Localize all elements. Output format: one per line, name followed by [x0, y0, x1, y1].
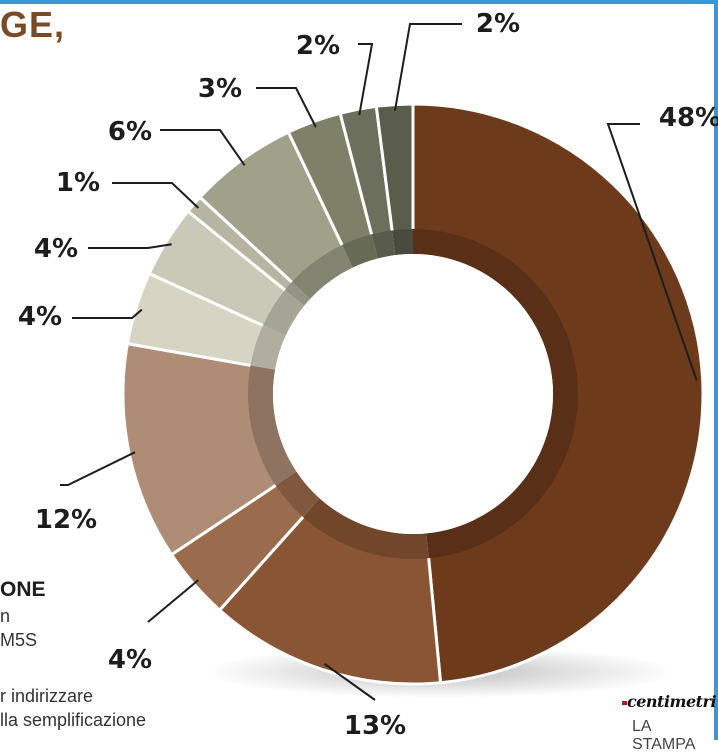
slice-label-4: 12% — [35, 505, 97, 535]
leader-line-9 — [256, 87, 317, 128]
slice-inner-band-1 — [413, 229, 578, 559]
slice-inner-band-8 — [291, 245, 353, 300]
slice-inner-band-7 — [284, 282, 311, 306]
leader-line-2 — [323, 663, 376, 701]
slice-inner-band-2 — [302, 498, 429, 559]
inner-ring-group — [247, 229, 578, 559]
slice-label-1: 48% — [659, 103, 718, 133]
legend-line-4: lla semplificazione — [0, 710, 147, 730]
slice-label-2: 13% — [344, 711, 406, 740]
slice-inner-band-9 — [342, 234, 378, 268]
slice-inner-band-10 — [371, 230, 396, 259]
brand-mark — [622, 701, 627, 705]
slice-label-3: 4% — [108, 645, 152, 675]
slice-inner-band-4 — [247, 365, 297, 486]
leader-line-group — [60, 23, 698, 701]
donut-hole — [273, 254, 553, 534]
legend-line-3: r indirizzare — [0, 686, 94, 706]
slice-label-10: 2% — [296, 31, 340, 61]
headline-fragment: GE, — [0, 4, 66, 45]
slice-label-6: 4% — [34, 234, 78, 264]
slice-inner-band-11 — [392, 229, 413, 256]
slice-label-7: 1% — [56, 168, 100, 198]
frame-top-border — [0, 0, 718, 4]
leader-line-1 — [606, 123, 698, 381]
leader-line-7 — [112, 182, 200, 209]
legend-line-1: n — [0, 606, 11, 626]
leader-line-6 — [88, 243, 172, 249]
publisher-name: LA STAMPA — [632, 718, 696, 753]
slice-inner-band-5 — [250, 325, 286, 370]
slice-inner-band-6 — [262, 289, 305, 336]
slice-label-11: 2% — [476, 9, 520, 39]
leader-line-10 — [358, 43, 374, 116]
legend-line-2: M5S — [0, 630, 38, 650]
legend-heading: ONE — [0, 578, 46, 601]
frame-right-border — [714, 0, 718, 740]
leader-line-4 — [60, 451, 136, 486]
leader-line-5 — [72, 308, 143, 319]
leader-line-3 — [147, 579, 200, 623]
label-group: 48% 13% 4% 12% 4% 4% 1% 6% 3% 2% 2% — [18, 9, 718, 740]
brand-logo: centimetri — [627, 692, 717, 711]
slice-label-8: 6% — [108, 117, 152, 147]
slice-label-5: 4% — [18, 302, 62, 332]
leader-line-8 — [160, 129, 246, 166]
slice-inner-band-3 — [275, 471, 320, 517]
leader-line-11 — [394, 23, 462, 111]
slice-label-9: 3% — [198, 74, 242, 104]
